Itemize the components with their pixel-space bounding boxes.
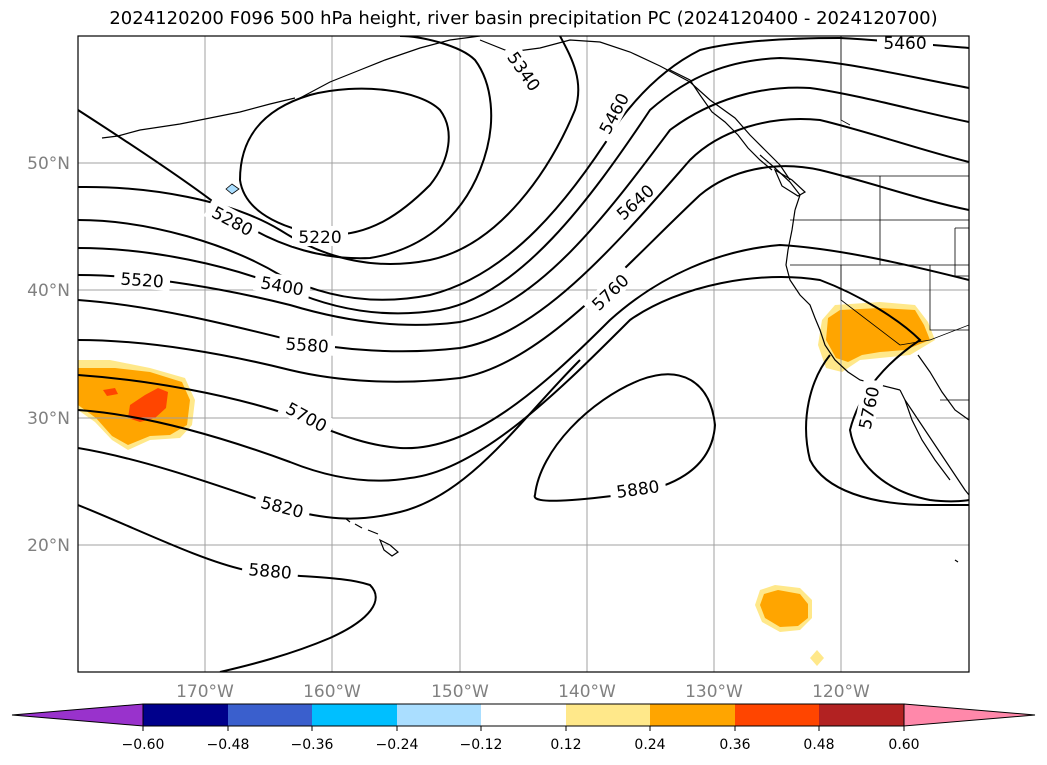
- coast-pacific-nw: [785, 209, 901, 391]
- coast-baja: [899, 389, 969, 496]
- lon-label-150w: 150°W: [431, 682, 489, 702]
- colorbar-segment-9: [819, 704, 904, 726]
- colorbar-segment-5: [481, 704, 566, 726]
- lon-label-130w: 130°W: [685, 682, 743, 702]
- colorbar-tick-0.36: 0.36: [719, 737, 750, 753]
- contour-label-5580: 5580: [285, 335, 330, 358]
- contour-label-5520: 5520: [120, 270, 165, 293]
- contour-5400: [78, 37, 841, 301]
- contour-label-5220: 5220: [298, 228, 341, 248]
- colorbar-extend-low: [11, 703, 144, 727]
- lat-label-30n: 30°N: [27, 409, 70, 429]
- contour-5760: [78, 275, 969, 503]
- border-states-1: [790, 176, 969, 346]
- colorbar-tick--0.12: −0.12: [460, 737, 503, 753]
- pc-area-california-orange: [826, 308, 930, 362]
- colorbar-segment-3: [312, 704, 397, 726]
- lat-label-50n: 50°N: [27, 154, 70, 174]
- lon-label-160w: 160°W: [303, 682, 361, 702]
- contour-label-5460-top: 5460: [883, 34, 926, 54]
- coast-baja-east: [904, 399, 951, 481]
- colorbar-frame: [142, 703, 905, 727]
- coast-aleutians: [101, 97, 296, 139]
- latitude-labels: 50°N 40°N 30°N 20°N: [27, 154, 70, 556]
- pc-area-negative-small: [225, 183, 240, 195]
- contour-5820-east: [805, 354, 969, 506]
- pc-area-small-yellow: [810, 650, 824, 666]
- map-frame: [77, 35, 970, 673]
- lon-label-170w: 170°W: [176, 682, 234, 702]
- colorbar-segment-1: [143, 704, 228, 726]
- lon-label-140w: 140°W: [558, 682, 616, 702]
- colorbar-segment-4: [397, 704, 481, 726]
- colorbar-segment-7: [650, 704, 735, 726]
- contour-5640: [78, 165, 969, 383]
- lat-label-40n: 40°N: [27, 281, 70, 301]
- pc-area-west-red: [128, 388, 168, 422]
- contour-5700: [78, 243, 969, 450]
- map-title: 2024120200 F096 500 hPa height, river ba…: [109, 8, 938, 29]
- colorbar-segment-6: [566, 704, 650, 726]
- contour-5880: [78, 504, 377, 672]
- colorbar-tick-0.60: 0.60: [888, 737, 919, 753]
- colorbar-tick-0.12: 0.12: [550, 737, 581, 753]
- colorbar-tick--0.60: −0.60: [122, 737, 165, 753]
- colorbar-tick-0.48: 0.48: [803, 737, 834, 753]
- coast-vancouver-island: [773, 168, 807, 197]
- colorbar-tick-0.24: 0.24: [634, 737, 665, 753]
- coast-alaska: [299, 36, 791, 181]
- lon-label-120w: 120°W: [812, 682, 870, 702]
- border-us-mexico: [899, 324, 969, 346]
- pc-area-west-red-small: [103, 388, 118, 396]
- colorbar-extend-high: [903, 703, 1036, 727]
- coast-small-island: [954, 559, 959, 563]
- coast-hawaii: [344, 517, 399, 557]
- coastlines: [101, 36, 969, 563]
- contour-5520: [78, 86, 969, 326]
- colorbar-tick--0.48: −0.48: [207, 737, 250, 753]
- longitude-labels: 170°W 160°W 150°W 140°W 130°W 120°W: [176, 682, 870, 702]
- precip-pc-shading: [78, 183, 935, 666]
- contour-5820: [78, 359, 581, 520]
- coast-panhandle: [669, 69, 773, 171]
- contour-label-5880: 5880: [248, 560, 293, 584]
- colorbar-tick--0.36: −0.36: [291, 737, 334, 753]
- colorbar-tick--0.24: −0.24: [376, 737, 419, 753]
- lat-label-20n: 20°N: [27, 536, 70, 556]
- colorbar-tick-marks: [142, 726, 905, 731]
- contour-5880-closed: [533, 373, 717, 502]
- colorbar-segment-2: [228, 704, 312, 726]
- contour-5580: [78, 118, 969, 353]
- pc-area-subtropical-orange: [760, 590, 808, 627]
- colorbar-segment-8: [735, 704, 819, 726]
- coast-bc: [759, 154, 801, 211]
- coast-gulf-california: [917, 354, 969, 421]
- contour-5280: [78, 36, 493, 260]
- colorbar: −0.60 −0.48 −0.36 −0.24 −0.12 0.12 0.24 …: [11, 703, 1036, 753]
